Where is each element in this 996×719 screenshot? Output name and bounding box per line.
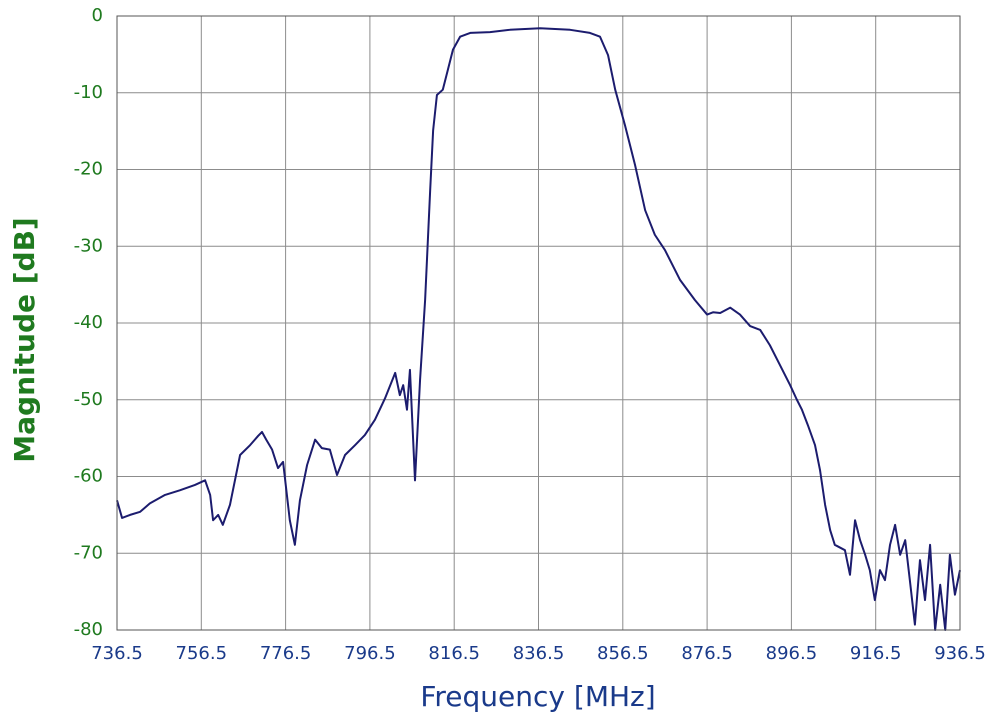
x-axis-label: Frequency [MHz] (420, 680, 655, 713)
lines (116, 27, 961, 631)
x-tick-label: 816.5 (428, 643, 480, 664)
y-tick-label: -50 (74, 389, 103, 410)
y-tick-label: 0 (92, 5, 103, 26)
y-tick-label: -80 (74, 619, 103, 640)
ticks: 0 -10 -20 -30 -40 -50 -60 -70 -80 736.5 756.5 776.5… (74, 5, 986, 664)
x-tick-label: 876.5 (681, 643, 733, 664)
y-tick-label: -20 (74, 159, 103, 180)
y-axis-label: Magnitude [dB] (8, 217, 41, 462)
x-tick-label: 756.5 (176, 643, 228, 664)
x-tick-label: 796.5 (344, 643, 396, 664)
x-tick-label: 856.5 (597, 643, 649, 664)
x-tick-label: 836.5 (513, 643, 565, 664)
series-line (116, 27, 961, 631)
y-tick-label: -30 (74, 235, 103, 256)
y-tick-label: -60 (74, 466, 103, 487)
plot-frame (116, 15, 961, 631)
y-tick-label: -40 (74, 312, 103, 333)
x-tick-label: 936.5 (934, 643, 986, 664)
x-tick-label: 736.5 (91, 643, 143, 664)
y-tick-label: -70 (74, 542, 103, 563)
y-tick-label: -10 (74, 82, 103, 103)
x-tick-label: 896.5 (766, 643, 818, 664)
x-tick-label: 776.5 (260, 643, 312, 664)
x-tick-label: 916.5 (850, 643, 902, 664)
